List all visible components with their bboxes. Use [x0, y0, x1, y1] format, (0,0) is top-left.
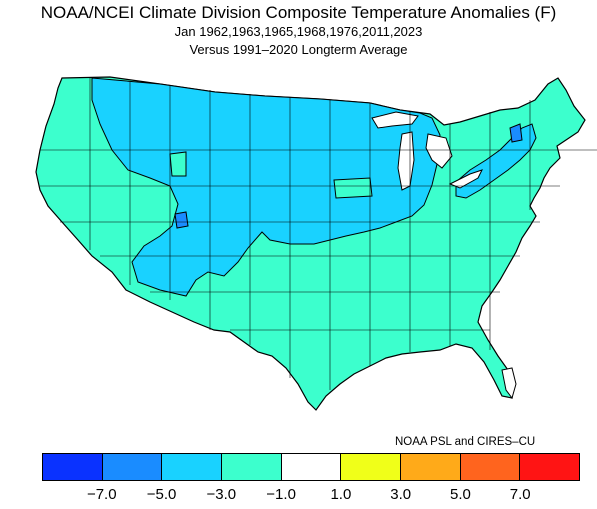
legend-swatch-2 [162, 454, 223, 480]
coldest-division-ny [509, 123, 523, 143]
legend-tick-2: −3.0 [206, 486, 237, 503]
map-subtitle-years: Jan 1962,1963,1965,1968,1976,2011,2023 [174, 24, 423, 39]
division-boundaries [40, 78, 597, 390]
legend-swatch-5 [341, 454, 402, 480]
near-normal-pocket-iowa [333, 177, 373, 199]
credit-label: NOAA PSL and CIRES–CU [395, 436, 536, 448]
legend-colorbar [42, 453, 580, 481]
legend-swatch-3 [222, 454, 282, 480]
lake-huron [425, 133, 453, 169]
legend-tick-5: 3.0 [390, 486, 412, 503]
legend-tick-3: −1.0 [266, 486, 296, 503]
legend-swatch-0 [43, 454, 103, 480]
south-florida-near-zero [501, 367, 517, 400]
legend-swatch-8 [520, 454, 580, 480]
lake-superior [371, 111, 419, 129]
legend-tick-labels: −7.0 −5.0 −3.0 −1.0 1.0 3.0 5.0 7.0 [0, 486, 597, 506]
legend-tick-7: 7.0 [509, 486, 531, 503]
legend-tick-1: −5.0 [146, 486, 177, 503]
map-subtitle-baseline: Versus 1991–2020 Longterm Average [189, 42, 408, 57]
map-title: NOAA/NCEI Climate Division Composite Tem… [40, 3, 557, 22]
cold-anomaly-region [91, 77, 441, 297]
coldest-division-utah [174, 211, 189, 229]
legend-swatch-1 [102, 454, 163, 480]
near-normal-pocket-idaho [169, 151, 187, 177]
legend-swatch-6 [401, 454, 461, 480]
legend-swatch-4 [281, 454, 342, 480]
legend-tick-4: 1.0 [330, 486, 352, 503]
us-climate-division-map [35, 76, 597, 411]
legend-swatch-7 [460, 454, 521, 480]
lake-erie [448, 169, 483, 189]
legend-tick-0: −7.0 [86, 486, 117, 503]
legend-tick-6: 5.0 [450, 486, 471, 503]
